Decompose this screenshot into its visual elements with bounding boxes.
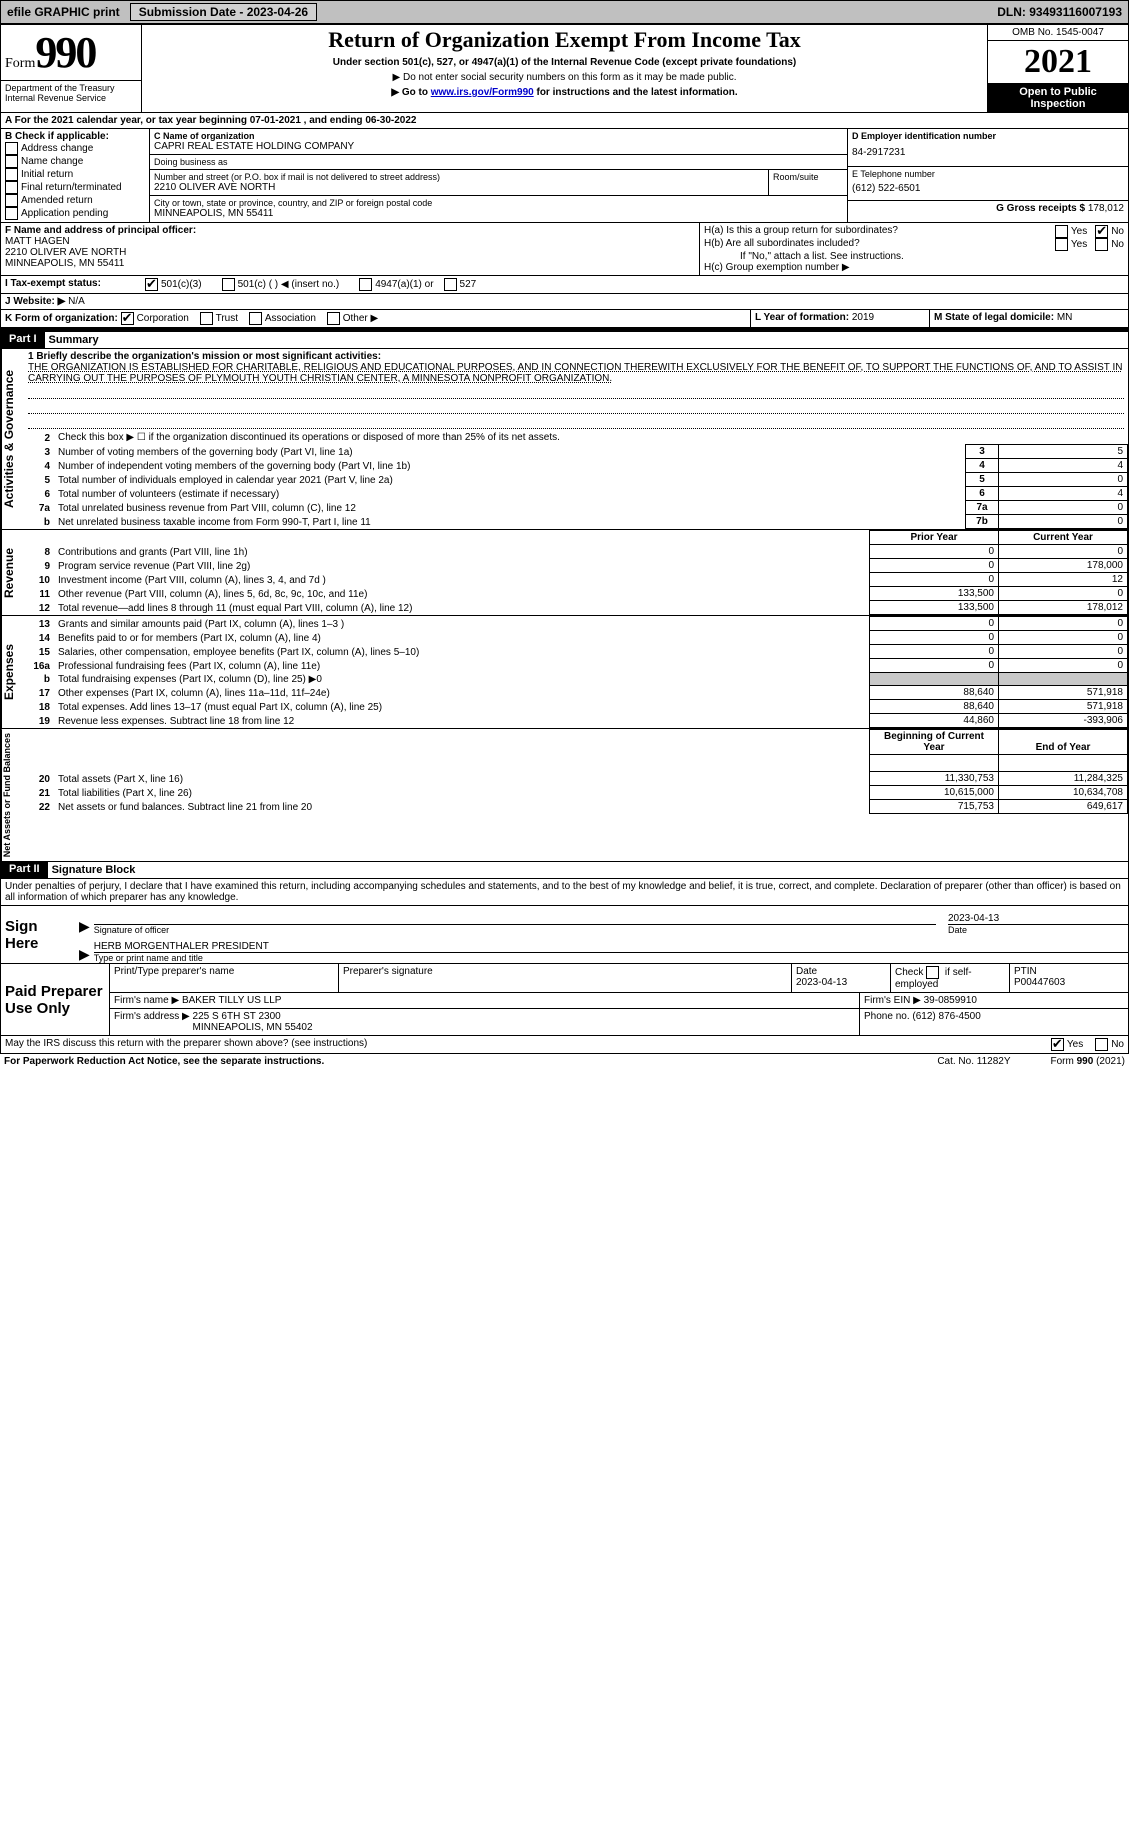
discuss-yes[interactable]: Yes [1051,1038,1083,1051]
chk-self-employed[interactable]: Check if self-employed [891,964,1010,992]
instructions-link-line: ▶ Go to www.irs.gov/Form990 for instruct… [142,85,987,100]
submission-date-button[interactable]: Submission Date - 2023-04-26 [130,3,317,21]
firm-phone: (612) 876-4500 [912,1011,980,1022]
firm-name: BAKER TILLY US LLP [182,995,282,1006]
org-name: CAPRI REAL ESTATE HOLDING COMPANY [154,141,843,152]
treasury-cell: Department of the Treasury Internal Reve… [1,80,141,105]
telephone-value: (612) 522-6501 [852,179,1124,198]
ptin-value: P00447603 [1014,977,1065,988]
firm-address1: 225 S 6TH ST 2300 [193,1011,281,1022]
sign-date: 2023-04-13 [948,913,1128,925]
val-5: 0 [999,473,1128,487]
section-label-netassets: Net Assets or Fund Balances [1,729,24,861]
dln-label: DLN: 93493116007193 [991,5,1128,19]
sign-here-block: Sign Here Signature of officer 2023-04-1… [0,906,1129,964]
officer-group-block: F Name and address of principal officer:… [0,223,1129,276]
activities-governance: Activities & Governance 1 Briefly descri… [0,349,1129,530]
ein-value: 84-2917231 [852,141,1124,164]
chk-501c3[interactable]: 501(c)(3) [145,278,202,291]
website-value: N/A [68,296,85,307]
irs-link[interactable]: www.irs.gov/Form990 [431,87,534,98]
chk-4947[interactable]: 4947(a)(1) or [359,278,433,291]
omb-number: OMB No. 1545-0047 [988,25,1128,40]
section-label-revenue: Revenue [1,530,24,615]
expenses-section: Expenses 13Grants and similar amounts pa… [0,616,1129,729]
box-c: C Name of organization CAPRI REAL ESTATE… [150,129,848,222]
revenue-section: Revenue Prior YearCurrent Year 8Contribu… [0,530,1129,616]
officer-printed-name: HERB MORGENTHALER PRESIDENT [94,941,1128,953]
officer-signature-line[interactable] [94,906,936,925]
val-4: 4 [999,459,1128,473]
h-a-no[interactable]: No [1095,225,1124,238]
form-number-cell: Form990 [1,25,141,80]
preparer-date: 2023-04-13 [796,977,847,988]
discuss-no[interactable]: No [1095,1038,1124,1051]
chk-initial-return[interactable]: Initial return [5,168,145,181]
city-state-zip: MINNEAPOLIS, MN 55411 [154,208,843,219]
val-6: 4 [999,487,1128,501]
box-klm: K Form of organization: Corporation Trus… [0,310,1129,328]
val-7a: 0 [999,501,1128,515]
form-subtitle: Under section 501(c), 527, or 4947(a)(1)… [142,55,987,70]
year-formation: 2019 [852,312,874,323]
form-title: Return of Organization Exempt From Incom… [142,25,987,55]
part1-header: Part I Summary [0,332,1129,349]
chk-address-change[interactable]: Address change [5,142,145,155]
firm-address2: MINNEAPOLIS, MN 55402 [193,1022,313,1033]
box-f: F Name and address of principal officer:… [1,223,700,275]
page-footer: For Paperwork Reduction Act Notice, see … [0,1054,1129,1069]
part2-header: Part II Signature Block [0,862,1129,879]
section-label-expenses: Expenses [1,616,24,728]
chk-corporation[interactable]: Corporation [121,313,189,324]
box-deg: D Employer identification number 84-2917… [848,129,1128,222]
net-assets-section: Net Assets or Fund Balances Beginning of… [0,729,1129,862]
val-3: 5 [999,445,1128,459]
chk-other[interactable]: Other ▶ [327,313,378,324]
form-header: Form990 Department of the Treasury Inter… [0,24,1129,113]
chk-association[interactable]: Association [249,313,316,324]
chk-527[interactable]: 527 [444,278,477,291]
state-domicile: MN [1057,312,1073,323]
paid-preparer-label: Paid Preparer Use Only [1,964,110,1035]
tax-year-period: A For the 2021 calendar year, or tax yea… [0,113,1129,129]
box-i: I Tax-exempt status: 501(c)(3) 501(c) ( … [0,276,1129,294]
signature-arrow-icon [79,918,94,935]
chk-name-change[interactable]: Name change [5,155,145,168]
section-label-governance: Activities & Governance [1,349,24,529]
val-7b: 0 [999,515,1128,529]
firm-ein: 39-0859910 [924,995,977,1006]
signature-arrow-icon [79,946,94,963]
box-j: J Website: ▶ N/A [0,294,1129,310]
chk-application-pending[interactable]: Application pending [5,207,145,220]
chk-trust[interactable]: Trust [200,313,238,324]
h-b-yes[interactable]: Yes [1055,238,1087,251]
discuss-with-preparer: May the IRS discuss this return with the… [0,1036,1129,1054]
street-address: 2210 OLIVER AVE NORTH [154,182,764,193]
chk-amended-return[interactable]: Amended return [5,194,145,207]
efile-graphic-label: efile GRAPHIC print [1,5,126,19]
paid-preparer-block: Paid Preparer Use Only Print/Type prepar… [0,964,1129,1036]
open-to-public: Open to Public Inspection [988,84,1128,112]
sign-here-label: Sign Here [1,906,79,963]
efile-topbar: efile GRAPHIC print Submission Date - 20… [0,0,1129,24]
ssn-warning: ▶ Do not enter social security numbers o… [142,70,987,85]
tax-year: 2021 [988,40,1128,84]
h-b-no[interactable]: No [1095,238,1124,251]
box-h: H(a) Is this a group return for subordin… [700,223,1128,275]
chk-501c[interactable]: 501(c) ( ) ◀ (insert no.) [222,278,340,291]
chk-final-return[interactable]: Final return/terminated [5,181,145,194]
mission-text: THE ORGANIZATION IS ESTABLISHED FOR CHAR… [28,362,1124,384]
entity-info-block: B Check if applicable: Address change Na… [0,129,1129,223]
gross-receipts: G Gross receipts $ 178,012 [848,201,1128,216]
box-b: B Check if applicable: Address change Na… [1,129,150,222]
officer-name: MATT HAGEN [5,236,695,247]
h-a-yes[interactable]: Yes [1055,225,1087,238]
penalty-statement: Under penalties of perjury, I declare th… [0,879,1129,906]
